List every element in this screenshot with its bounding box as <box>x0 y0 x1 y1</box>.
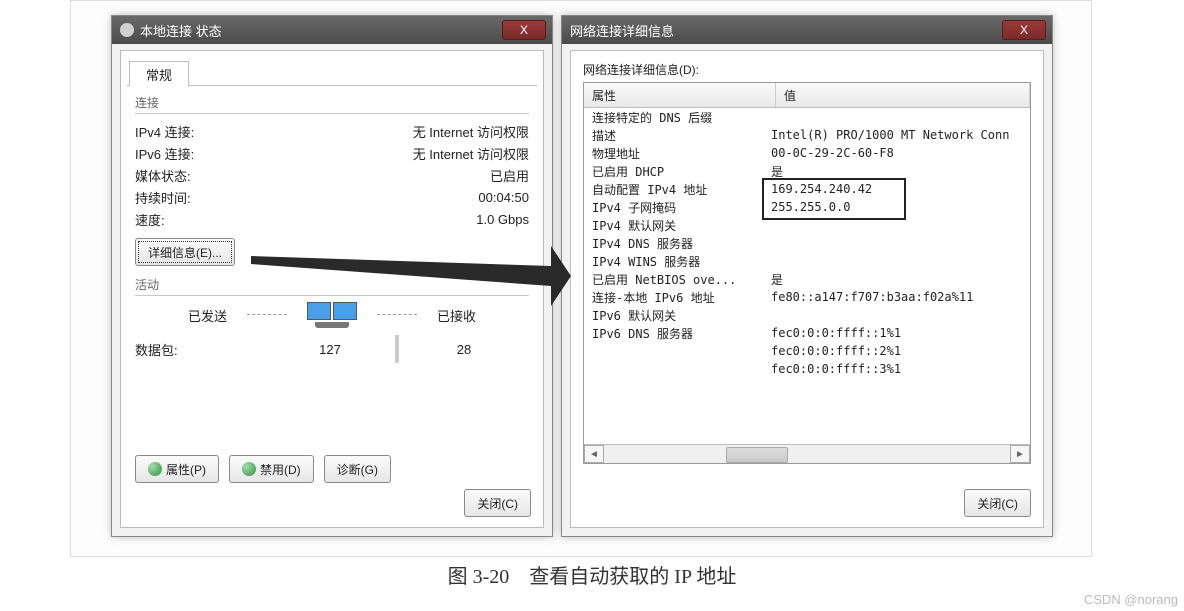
row-ipv4: IPv4 连接:无 Internet 访问权限 <box>135 120 529 142</box>
detail-prop: 连接特定的 DNS 后缀 <box>584 109 767 126</box>
tab-general[interactable]: 常规 <box>129 61 189 87</box>
globe-icon <box>148 462 162 476</box>
details-button[interactable]: 详细信息(E)... <box>135 238 235 266</box>
close-icon[interactable]: X <box>1002 20 1046 40</box>
detail-prop: IPv4 子网掩码 <box>584 199 767 216</box>
tab-general-label: 常规 <box>146 65 172 84</box>
detail-prop: IPv4 DNS 服务器 <box>584 235 767 252</box>
row-duration: 持续时间:00:04:50 <box>135 186 529 208</box>
disable-button-label: 禁用(D) <box>260 461 301 478</box>
status-window: 本地连接 状态 X 常规 连接 IPv4 连接:无 Internet 访问权限 … <box>111 15 553 537</box>
horizontal-scrollbar[interactable]: ◄ ► <box>584 444 1030 463</box>
sent-label: 已发送 <box>188 306 227 325</box>
titlebar-right: 网络连接详细信息 X <box>562 16 1052 44</box>
close-icon[interactable]: X <box>502 20 546 40</box>
details-body: 网络连接详细信息(D): 属性 值 连接特定的 DNS 后缀描述Intel(R)… <box>570 50 1044 528</box>
window-title-right: 网络连接详细信息 <box>570 21 674 40</box>
scroll-track[interactable] <box>604 446 1010 462</box>
detail-val: fec0:0:0:ffff::1%1 <box>767 326 1030 340</box>
details-list-label: 网络连接详细信息(D): <box>583 61 1031 78</box>
row-media: 媒体状态:已启用 <box>135 164 529 186</box>
tab-row: 常规 <box>127 57 537 86</box>
detail-row[interactable]: 物理地址00-0C-29-2C-60-F8 <box>584 144 1030 162</box>
details-button-label: 详细信息(E)... <box>148 244 222 261</box>
scroll-right-icon[interactable]: ► <box>1010 445 1030 463</box>
scroll-left-icon[interactable]: ◄ <box>584 445 604 463</box>
diagnose-button[interactable]: 诊断(G) <box>324 455 391 483</box>
detail-val: 是 <box>767 271 1030 288</box>
detail-row[interactable]: fec0:0:0:ffff::3%1 <box>584 360 1030 378</box>
figure-caption: 图 3-20 查看自动获取的 IP 地址 <box>0 560 1184 589</box>
detail-prop: 物理地址 <box>584 145 767 162</box>
connection-group-label: 连接 <box>135 94 529 111</box>
globe-icon <box>242 462 256 476</box>
window-icon <box>120 23 134 37</box>
detail-row[interactable]: 已启用 NetBIOS ove...是 <box>584 270 1030 288</box>
detail-val: fec0:0:0:ffff::2%1 <box>767 344 1030 358</box>
list-body: 连接特定的 DNS 后缀描述Intel(R) PRO/1000 MT Netwo… <box>584 108 1030 444</box>
detail-row[interactable]: 连接特定的 DNS 后缀 <box>584 108 1030 126</box>
connection-group: 连接 IPv4 连接:无 Internet 访问权限 IPv6 连接:无 Int… <box>135 94 529 266</box>
activity-group: 活动 已发送 已接收 数据包: 127 <box>135 276 529 360</box>
status-body: 常规 连接 IPv4 连接:无 Internet 访问权限 IPv6 连接:无 … <box>120 50 544 528</box>
list-header: 属性 值 <box>584 83 1030 108</box>
packets-sent: 127 <box>265 342 395 357</box>
detail-row[interactable]: IPv6 DNS 服务器fec0:0:0:ffff::1%1 <box>584 324 1030 342</box>
diagnose-button-label: 诊断(G) <box>337 461 378 478</box>
detail-prop: IPv6 DNS 服务器 <box>584 325 767 342</box>
details-listbox: 属性 值 连接特定的 DNS 后缀描述Intel(R) PRO/1000 MT … <box>583 82 1031 464</box>
close-button-right[interactable]: 关闭(C) <box>964 489 1031 517</box>
detail-row[interactable]: IPv6 默认网关 <box>584 306 1030 324</box>
details-window: 网络连接详细信息 X 网络连接详细信息(D): 属性 值 连接特定的 DNS 后… <box>561 15 1053 537</box>
packets-recv: 28 <box>399 342 529 357</box>
col-value[interactable]: 值 <box>776 83 1030 107</box>
properties-button-label: 属性(P) <box>166 461 206 478</box>
detail-val: Intel(R) PRO/1000 MT Network Conn <box>767 128 1030 142</box>
detail-prop: 已启用 NetBIOS ove... <box>584 271 767 288</box>
computer-icon <box>307 302 357 328</box>
detail-row[interactable]: 描述Intel(R) PRO/1000 MT Network Conn <box>584 126 1030 144</box>
detail-val: 00-0C-29-2C-60-F8 <box>767 146 1030 160</box>
figure-area: 本地连接 状态 X 常规 连接 IPv4 连接:无 Internet 访问权限 … <box>70 0 1092 557</box>
detail-row[interactable]: fec0:0:0:ffff::2%1 <box>584 342 1030 360</box>
properties-button[interactable]: 属性(P) <box>135 455 219 483</box>
row-ipv6: IPv6 连接:无 Internet 访问权限 <box>135 142 529 164</box>
detail-prop: IPv4 WINS 服务器 <box>584 253 767 270</box>
disable-button[interactable]: 禁用(D) <box>229 455 314 483</box>
packets-label: 数据包: <box>135 340 265 359</box>
col-property[interactable]: 属性 <box>584 83 776 107</box>
detail-prop: IPv6 默认网关 <box>584 307 767 324</box>
detail-prop: 连接-本地 IPv6 地址 <box>584 289 767 306</box>
detail-prop: 已启用 DHCP <box>584 163 767 180</box>
action-buttons: 属性(P) 禁用(D) 诊断(G) <box>135 455 391 483</box>
detail-row[interactable]: IPv4 DNS 服务器 <box>584 234 1030 252</box>
detail-val: fe80::a147:f707:b3aa:f02a%11 <box>767 290 1030 304</box>
close-button-left[interactable]: 关闭(C) <box>464 489 531 517</box>
activity-group-label: 活动 <box>135 276 529 293</box>
detail-prop: 自动配置 IPv4 地址 <box>584 181 767 198</box>
row-speed: 速度:1.0 Gbps <box>135 208 529 230</box>
highlight-box <box>762 178 906 220</box>
detail-prop: IPv4 默认网关 <box>584 217 767 234</box>
close-button-right-label: 关闭(C) <box>977 495 1018 512</box>
window-title: 本地连接 状态 <box>140 21 222 40</box>
titlebar-left: 本地连接 状态 X <box>112 16 552 44</box>
detail-row[interactable]: IPv4 WINS 服务器 <box>584 252 1030 270</box>
scroll-thumb[interactable] <box>726 447 788 463</box>
detail-row[interactable]: 连接-本地 IPv6 地址fe80::a147:f707:b3aa:f02a%1… <box>584 288 1030 306</box>
close-button-left-label: 关闭(C) <box>477 495 518 512</box>
recv-label: 已接收 <box>437 306 476 325</box>
detail-val: 是 <box>767 163 1030 180</box>
detail-prop: 描述 <box>584 127 767 144</box>
detail-val: fec0:0:0:ffff::3%1 <box>767 362 1030 376</box>
watermark: CSDN @norang <box>1084 592 1178 607</box>
